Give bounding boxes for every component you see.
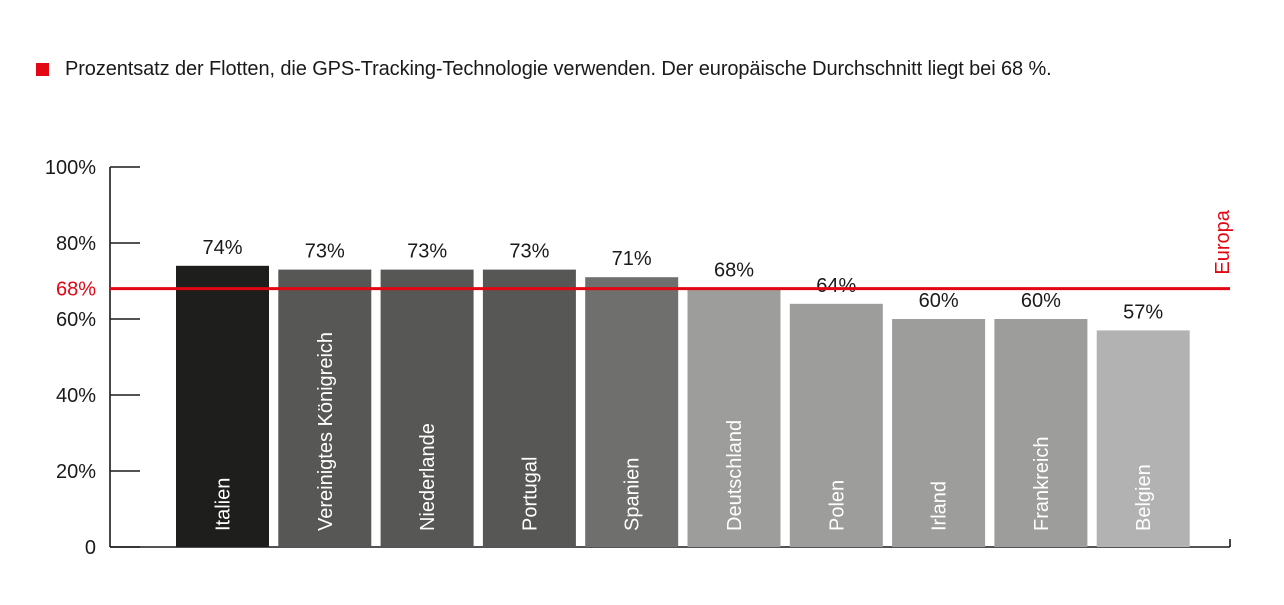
chart-legend: Prozentsatz der Flotten, die GPS-Trackin… [36, 58, 1052, 81]
bar-value-label: 60% [1021, 290, 1061, 312]
category-label: Frankreich [1031, 437, 1053, 531]
bar-value-label: 64% [816, 275, 856, 297]
bar [1096, 330, 1190, 547]
bar-value-label: 73% [407, 241, 447, 263]
bar-value-label: 73% [509, 241, 549, 263]
category-label: Niederlande [417, 423, 439, 531]
bar [176, 265, 269, 547]
bar-series: 74% Italien 73% Vereinigtes Königreich 73% Ni… [176, 237, 1190, 547]
bar [892, 319, 986, 547]
category-label: Italien [213, 478, 235, 531]
reference-line-group: 68% Europa [56, 209, 1234, 300]
bar [585, 277, 679, 547]
reference-name-label: Europa [1212, 209, 1234, 274]
y-tick-label: 40% [56, 385, 96, 407]
bar-value-label: 71% [612, 248, 652, 270]
bar [482, 269, 576, 547]
bar [789, 303, 883, 547]
category-label: Deutschland [724, 420, 746, 531]
bar [278, 269, 372, 547]
bar-value-label: 60% [919, 290, 959, 312]
bar-value-label: 74% [202, 237, 242, 259]
category-label: Polen [826, 480, 848, 531]
category-label: Vereinigtes Königreich [315, 332, 337, 531]
legend-swatch [36, 63, 49, 76]
bar-value-label: 73% [305, 241, 345, 263]
category-label: Spanien [622, 458, 644, 531]
y-tick-label: 100% [45, 157, 96, 179]
legend-text: Prozentsatz der Flotten, die GPS-Trackin… [65, 58, 1052, 80]
y-tick-label: 0 [85, 537, 96, 559]
bar [687, 288, 781, 547]
category-label: Belgien [1133, 464, 1155, 531]
category-label: Irland [929, 481, 951, 531]
bar [380, 269, 474, 547]
y-tick-label: 80% [56, 233, 96, 255]
bar-value-label: 68% [714, 260, 754, 282]
bar [994, 319, 1088, 547]
y-tick-label: 60% [56, 309, 96, 331]
category-label: Portugal [519, 457, 541, 532]
y-tick-label: 20% [56, 461, 96, 483]
reference-value-label: 68% [56, 279, 96, 301]
bar-value-label: 57% [1123, 301, 1163, 323]
